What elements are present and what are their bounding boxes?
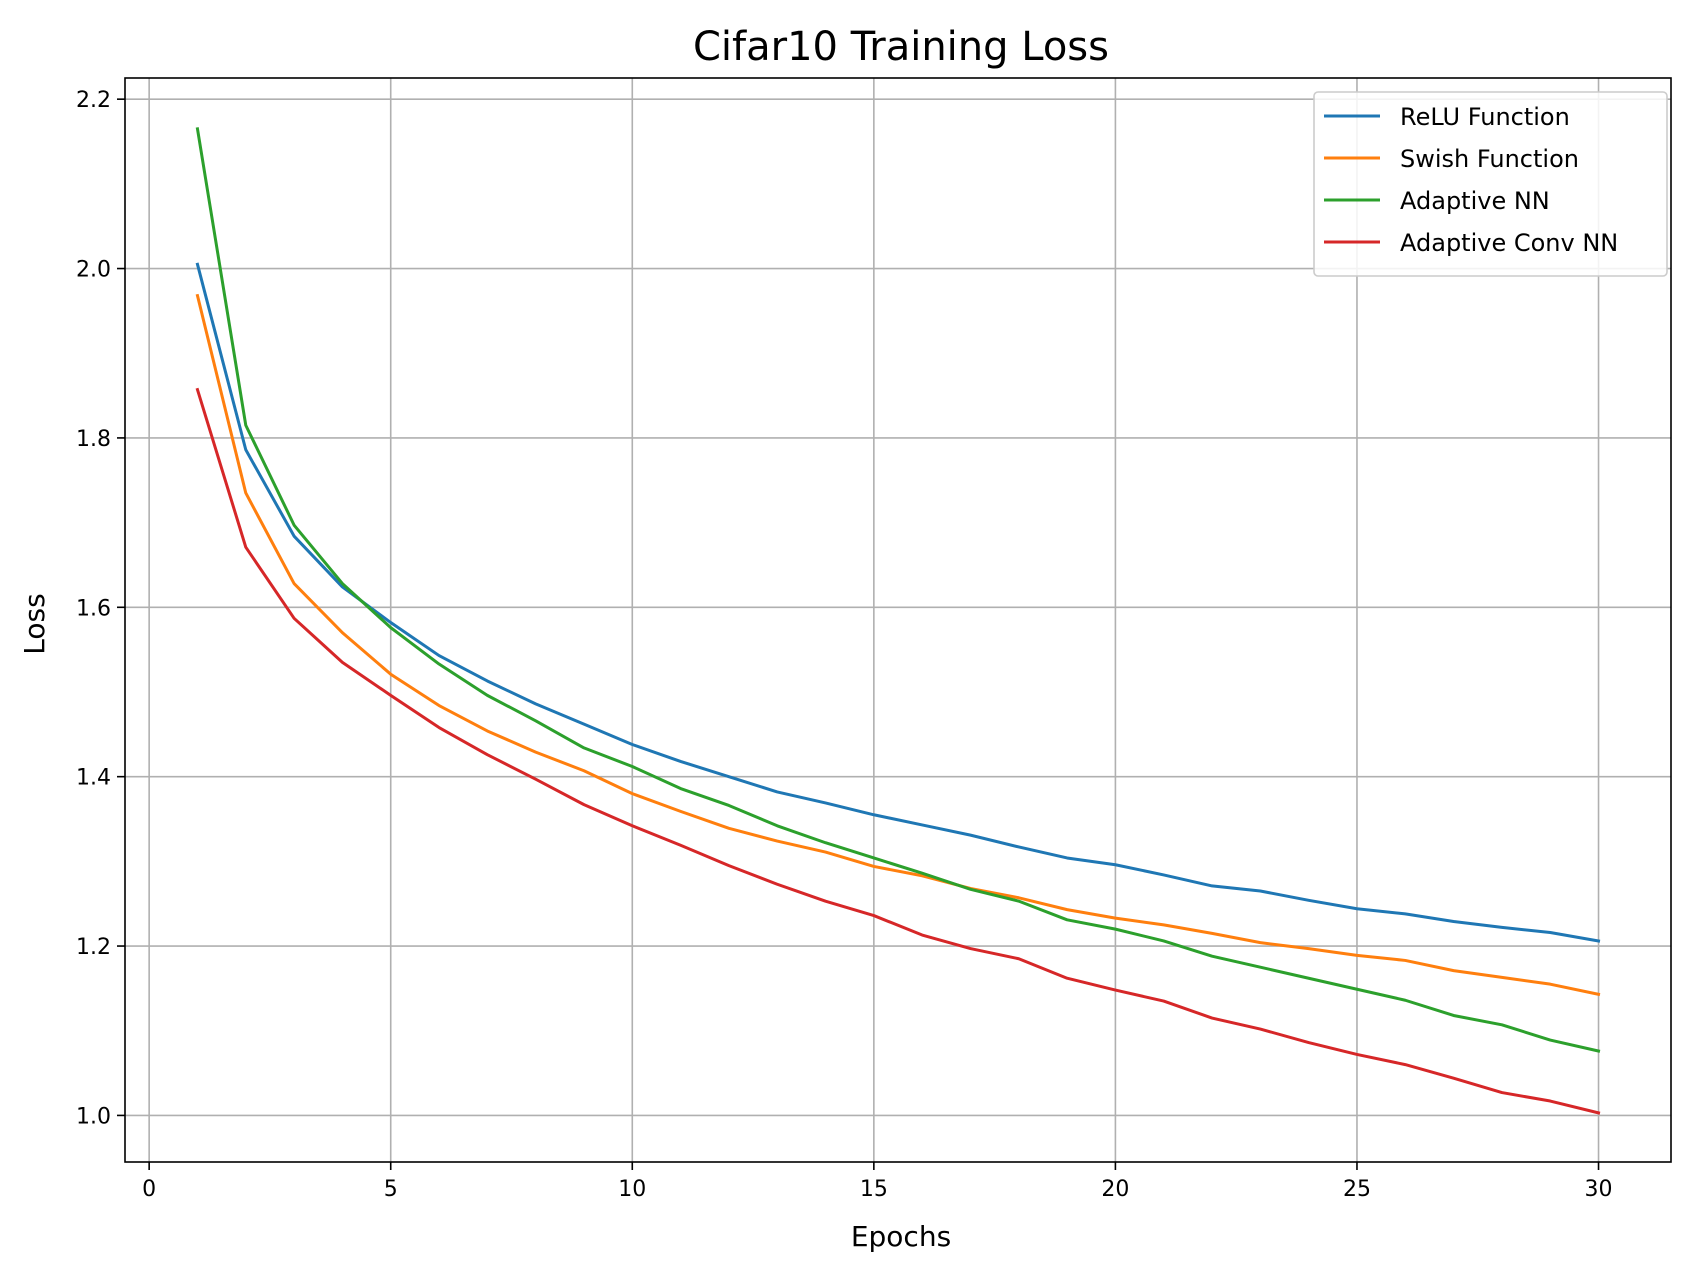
series-line-adaptive-conv-nn [195, 387, 1601, 1115]
x-tick-label: 25 [1343, 1177, 1371, 1202]
x-tick-label: 10 [618, 1177, 646, 1202]
legend-label-swish-function: Swish Function [1400, 145, 1579, 173]
y-tick-label: 1.8 [76, 427, 111, 452]
plot-frame [124, 77, 1672, 1163]
series-line-adaptive-nn [195, 127, 1601, 1053]
tick-layer: 0 5 10 15 20 25 30 1.0 1.2 1.4 1.6 1.8 2.0 2.2 [76, 88, 1613, 1202]
legend: ReLU Function Swish Function Adaptive NN Ad… [1313, 91, 1668, 277]
chart-title: Cifar10 Training Loss [693, 24, 1109, 70]
series-layer [195, 127, 1601, 1115]
y-tick-label: 2.2 [76, 88, 111, 113]
x-tick-label: 15 [860, 1177, 888, 1202]
legend-label-adaptive-conv-nn: Adaptive Conv NN [1400, 229, 1618, 257]
legend-label-relu-function: ReLU Function [1400, 103, 1570, 131]
legend-box [1313, 91, 1668, 277]
x-tick-label: 20 [1101, 1177, 1129, 1202]
x-axis-label: Epochs [851, 1220, 951, 1253]
series-line-relu-function [195, 262, 1601, 943]
y-tick-label: 1.6 [76, 596, 111, 621]
x-tick-label: 30 [1585, 1177, 1613, 1202]
x-tick-label: 0 [142, 1177, 156, 1202]
y-tick-label: 1.0 [76, 1104, 111, 1129]
series-line-swish-function [195, 293, 1601, 997]
grid-layer [125, 78, 1671, 1162]
y-tick-label: 1.4 [76, 766, 111, 791]
y-tick-label: 1.2 [76, 935, 111, 960]
y-tick-label: 2.0 [76, 258, 111, 283]
x-tick-label: 5 [384, 1177, 398, 1202]
y-axis-label: Loss [18, 593, 51, 654]
legend-label-adaptive-nn: Adaptive NN [1400, 187, 1550, 215]
